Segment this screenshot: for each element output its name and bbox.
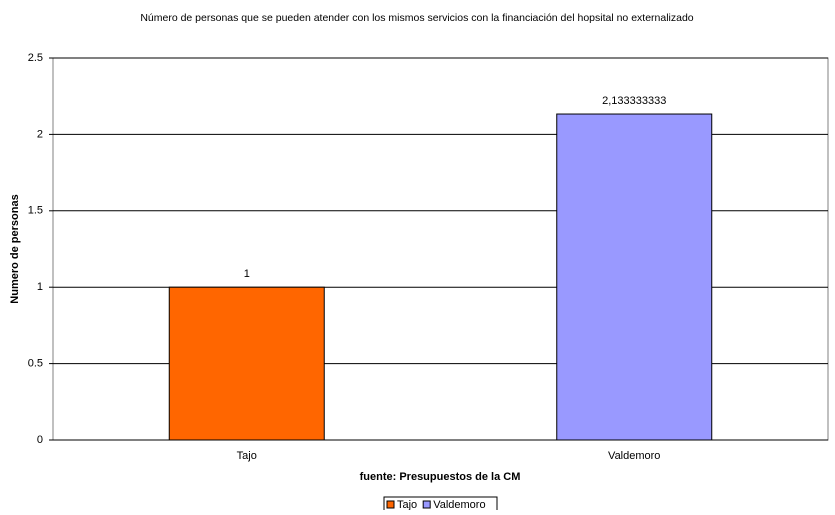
data-label: 2,133333333 — [602, 95, 666, 107]
x-tick-label: Valdemoro — [608, 450, 660, 462]
y-tick-label: 0 — [37, 434, 43, 446]
x-tick-label: Tajo — [237, 450, 257, 462]
legend-swatch — [422, 500, 431, 509]
bar — [556, 113, 713, 441]
bar — [168, 286, 325, 441]
y-tick-label: 2.5 — [28, 52, 43, 64]
y-tick-label: 1 — [37, 281, 43, 293]
y-tick-label: 0.5 — [28, 358, 43, 370]
y-tick-label: 1.5 — [28, 205, 43, 217]
legend-label: Tajo — [397, 499, 417, 510]
legend-swatch — [386, 500, 395, 509]
y-tick-label: 2 — [37, 128, 43, 140]
legend-label: Valdemoro — [433, 499, 485, 510]
y-axis-label: Numero de personas — [9, 194, 21, 303]
data-label: 1 — [244, 268, 250, 280]
chart-title: Número de personas que se pueden atender… — [140, 12, 693, 24]
x-axis-label: fuente: Presupuestos de la CM — [360, 471, 521, 483]
